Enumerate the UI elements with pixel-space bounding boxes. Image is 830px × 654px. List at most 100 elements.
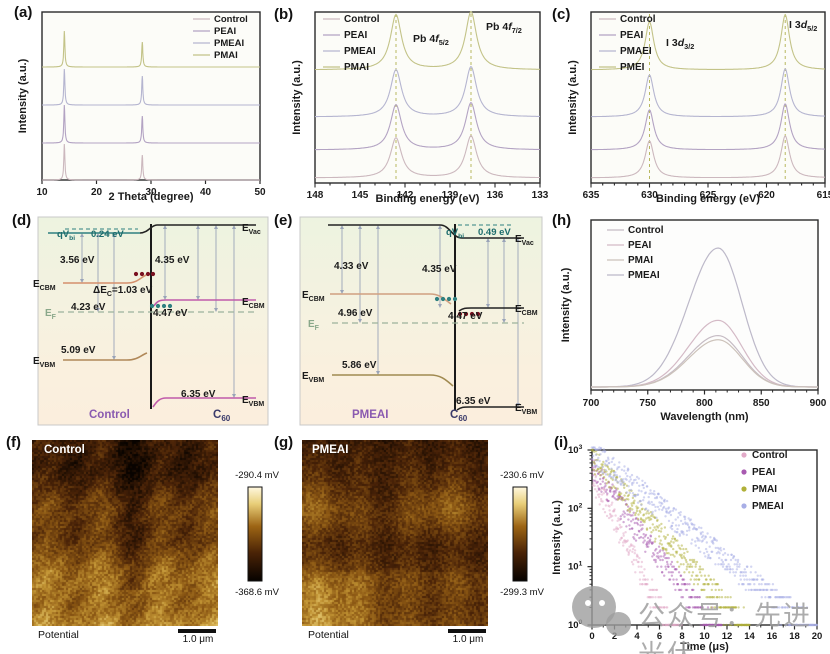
svg-text:102: 102 — [568, 502, 583, 514]
svg-text:PMAI: PMAI — [214, 50, 238, 61]
trpl-series-PMEAI — [590, 446, 819, 627]
svg-text:I 3d5/2: I 3d5/2 — [789, 19, 817, 33]
svg-text:Intensity (a.u.): Intensity (a.u.) — [17, 58, 29, 133]
colorbar-max-label: -290.4 mV — [235, 470, 279, 481]
svg-text:EVac: EVac — [242, 223, 261, 236]
svg-text:Control: Control — [344, 14, 380, 25]
svg-text:136: 136 — [487, 190, 504, 201]
svg-text:750: 750 — [639, 398, 656, 409]
svg-text:145: 145 — [352, 190, 369, 201]
svg-text:Binding energy (eV): Binding energy (eV) — [376, 193, 480, 205]
svg-text:EVBM: EVBM — [515, 403, 537, 416]
kpfm-sample-label: PMEAI — [312, 444, 349, 456]
svg-text:C60: C60 — [213, 409, 231, 423]
watermark-logo-small-bubble-icon — [606, 612, 631, 636]
panel-i-trpl-chart: 02468101214161820100101102103ControlPEAI… — [551, 444, 823, 653]
svg-text:18: 18 — [789, 631, 800, 642]
colorbar-control — [247, 486, 263, 582]
svg-text:Intensity (a.u.): Intensity (a.u.) — [291, 60, 303, 135]
svg-text:4.47 eV: 4.47 eV — [448, 311, 483, 322]
kpfm-image-control — [32, 440, 218, 626]
svg-text:20: 20 — [91, 187, 103, 198]
svg-text:ECBM: ECBM — [302, 290, 325, 303]
svg-text:101: 101 — [568, 561, 583, 573]
svg-text:qVbi: qVbi — [446, 227, 464, 240]
panel-e-band-diagram-pmeai: ECBM EF EVBM EVac ECBM EVBM qVbi 0.49 eV 4.33 eV… — [299, 216, 543, 426]
svg-text:50: 50 — [254, 187, 266, 198]
svg-text:5.09 eV: 5.09 eV — [61, 345, 96, 356]
svg-text:3.56 eV: 3.56 eV — [60, 255, 95, 266]
svg-text:142: 142 — [397, 190, 414, 201]
svg-text:C60: C60 — [450, 409, 468, 423]
svg-text:EF: EF — [45, 308, 57, 321]
svg-text:2: 2 — [612, 631, 617, 642]
colorbar-max-label: -230.6 mV — [500, 470, 544, 481]
svg-text:PEAI: PEAI — [628, 240, 652, 251]
svg-text:PMEAI: PMEAI — [352, 409, 388, 421]
trpl-series-Control — [590, 466, 683, 627]
svg-text:PMEAI: PMEAI — [214, 38, 244, 49]
svg-text:620: 620 — [758, 190, 775, 201]
svg-text:ΔEC=1.03 eV: ΔEC=1.03 eV — [93, 285, 153, 298]
svg-text:PMEAI: PMEAI — [344, 46, 376, 57]
svg-text:Control: Control — [89, 409, 130, 421]
svg-text:0.24 eV: 0.24 eV — [91, 229, 124, 240]
svg-text:EVBM: EVBM — [33, 356, 55, 369]
svg-text:PMAI: PMAI — [344, 62, 369, 73]
svg-text:PEAI: PEAI — [752, 467, 776, 478]
kpfm-sample-label: Control — [44, 444, 85, 456]
panel-f-kpfm-control: Control -290.4 mV -368.6 mV Potential 1.… — [0, 430, 280, 654]
svg-text:PMEAI: PMEAI — [752, 501, 784, 512]
svg-text:6.35 eV: 6.35 eV — [181, 389, 216, 400]
svg-text:20: 20 — [812, 631, 823, 642]
svg-text:625: 625 — [700, 190, 717, 201]
svg-text:Intensity (a.u.): Intensity (a.u.) — [551, 500, 563, 575]
svg-text:PEAI: PEAI — [214, 26, 236, 37]
svg-text:5.86 eV: 5.86 eV — [342, 360, 377, 371]
svg-text:630: 630 — [641, 190, 658, 201]
svg-text:30: 30 — [145, 187, 157, 198]
svg-text:Control: Control — [620, 14, 656, 25]
svg-text:635: 635 — [583, 190, 600, 201]
svg-text:2 Theta (degree): 2 Theta (degree) — [109, 191, 194, 203]
panel-letter-i: (i) — [554, 434, 569, 451]
colorbar-pmeai — [512, 486, 528, 582]
svg-text:133: 133 — [532, 190, 548, 201]
svg-text:10: 10 — [36, 187, 48, 198]
svg-text:Control: Control — [214, 14, 248, 25]
panel-letter-e: (e) — [274, 212, 293, 229]
svg-text:PEAI: PEAI — [344, 30, 368, 41]
potential-label: Potential — [308, 629, 349, 641]
svg-text:6.35 eV: 6.35 eV — [456, 396, 491, 407]
svg-text:4.47 eV: 4.47 eV — [153, 308, 188, 319]
svg-text:Time (μs): Time (μs) — [680, 641, 729, 653]
svg-text:800: 800 — [696, 398, 713, 409]
svg-text:850: 850 — [753, 398, 770, 409]
svg-text:EVac: EVac — [515, 234, 534, 247]
panel-letter-h: (h) — [552, 212, 572, 229]
svg-text:10: 10 — [699, 631, 710, 642]
svg-text:EF: EF — [308, 319, 320, 332]
svg-text:EVBM: EVBM — [302, 371, 324, 384]
svg-text:Intensity (a.u.): Intensity (a.u.) — [567, 60, 579, 135]
panel-letter-c: (c) — [552, 6, 571, 23]
svg-text:16: 16 — [767, 631, 778, 642]
potential-label: Potential — [38, 629, 79, 641]
svg-text:4.33 eV: 4.33 eV — [334, 261, 369, 272]
svg-text:Intensity (a.u.): Intensity (a.u.) — [560, 267, 572, 342]
panel-c-xps-i3d-chart: 615 620 625 630 635 Control PEAI PMAEI PMEI I 3d3… — [567, 11, 830, 205]
svg-text:103: 103 — [568, 444, 583, 456]
svg-text:ECBM: ECBM — [33, 279, 56, 292]
panel-h-pl-chart: 700 750 800 850 900 Control PEAI PMAI PMEAI Wavel… — [560, 219, 827, 423]
svg-text:6: 6 — [657, 631, 662, 642]
colorbar-min-label: -368.6 mV — [235, 587, 279, 598]
svg-text:Binding energy (eV): Binding energy (eV) — [656, 193, 760, 205]
watermark-logo-eye — [585, 600, 591, 606]
kpfm-image-pmeai — [302, 440, 488, 626]
svg-text:148: 148 — [307, 190, 324, 201]
svg-text:PMAI: PMAI — [752, 484, 777, 495]
panel-d-band-diagram-control: ECBM EF EVBM EVac ECBM EVBM qVbi 0.24 eV 3.56 eV… — [33, 216, 269, 426]
svg-text:4: 4 — [634, 631, 640, 642]
